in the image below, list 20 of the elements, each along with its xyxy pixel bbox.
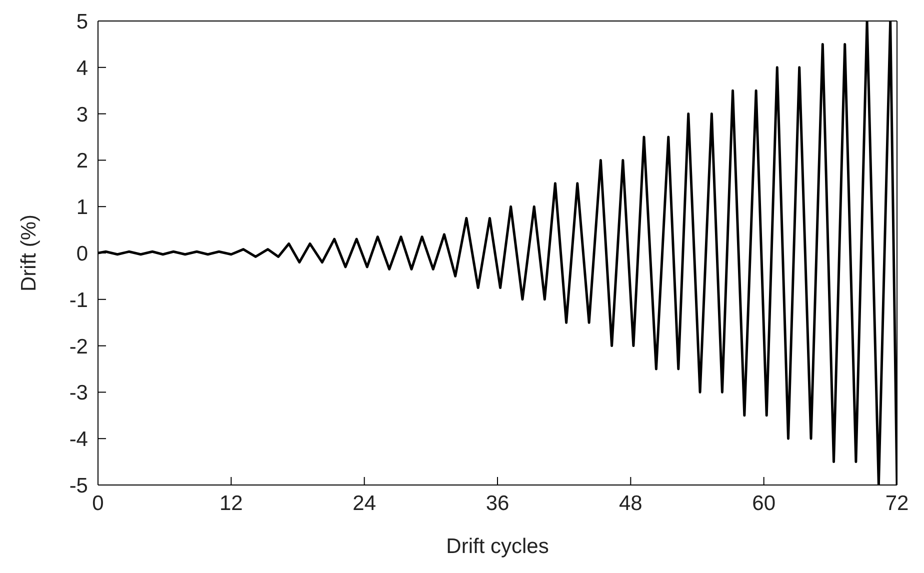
y-tick-label: 3	[76, 103, 88, 126]
x-tick-label: 0	[92, 492, 104, 515]
y-tick-label: -1	[69, 288, 88, 312]
y-tick-label: 4	[76, 56, 88, 80]
x-axis-title: Drift cycles	[446, 535, 549, 558]
x-tick-label: 36	[486, 492, 510, 515]
y-tick-label: 1	[76, 196, 88, 220]
y-tick-label: 5	[76, 10, 88, 34]
y-tick-label: -5	[69, 474, 88, 498]
x-tick-label: 12	[219, 492, 243, 515]
x-tick-label: 60	[752, 492, 776, 515]
x-tick-label: 72	[885, 492, 909, 515]
y-tick-label: -4	[69, 428, 88, 452]
y-tick-label: -2	[69, 335, 88, 358]
x-tick-label: 48	[618, 492, 642, 515]
x-tick-label: 24	[352, 492, 376, 515]
y-tick-label: 2	[76, 150, 88, 173]
y-tick-label: 0	[76, 242, 88, 266]
y-tick-label: -3	[69, 382, 88, 405]
y-axis-title: Drift (%)	[17, 214, 40, 292]
